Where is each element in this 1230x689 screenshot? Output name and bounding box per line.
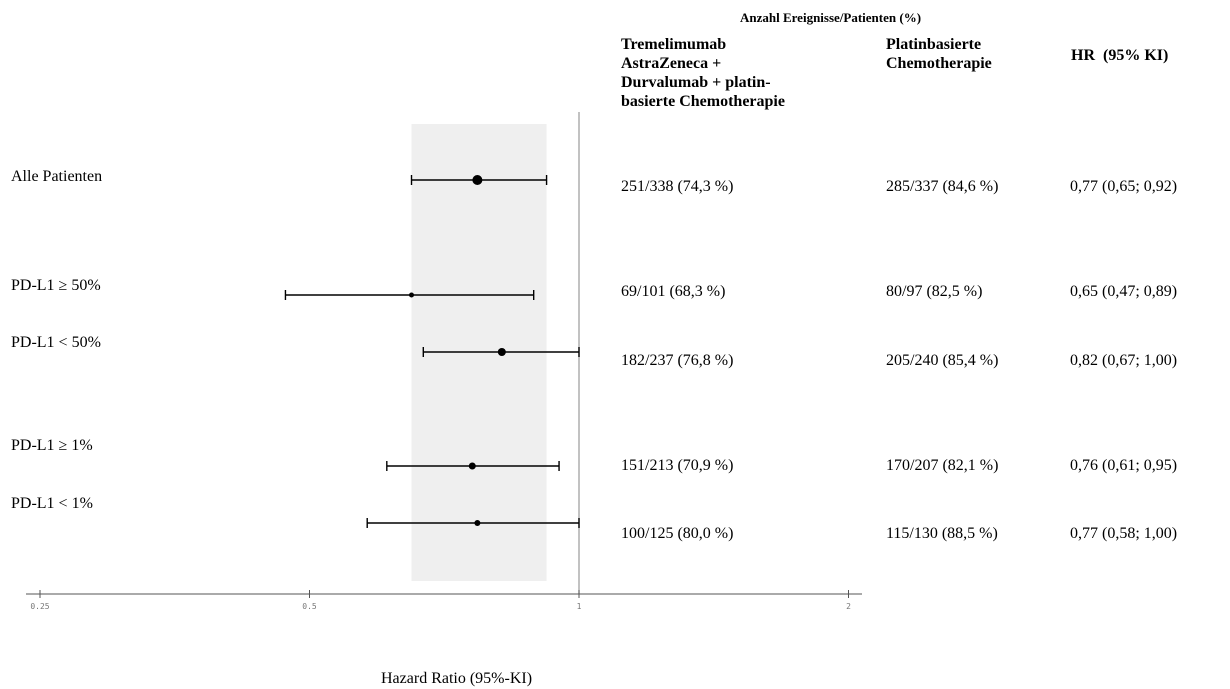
control-value: 205/240 (85,4 %) [886,352,999,369]
control-column-header: Platinbasierte Chemotherapie [886,35,992,73]
hr-point [497,348,506,356]
hr-point [468,462,476,470]
row-label: PD-L1 < 1% [11,495,93,512]
x-tick-label: 0.5 [302,602,317,611]
hr-point [474,520,481,526]
hr-point [409,292,415,298]
row-label: Alle Patienten [11,168,103,185]
row-label: PD-L1 < 50% [11,334,101,351]
hr-value: 0,65 (0,47; 0,89) [1070,283,1178,300]
control-value: 285/337 (84,6 %) [886,178,999,195]
row-label: PD-L1 ≥ 1% [11,437,93,454]
x-tick-label: 1 [577,602,582,611]
treatment-value: 182/237 (76,8 %) [621,352,734,369]
x-tick-label: 0.25 [30,602,49,611]
x-axis-label: Hazard Ratio (95%-KI) [381,670,533,687]
control-value: 170/207 (82,1 %) [886,457,999,474]
treatment-value: 100/125 (80,0 %) [621,525,734,542]
treatment-header-line: basierte Chemotherapie [621,93,785,110]
control-header-line: Chemotherapie [886,55,992,72]
treatment-value: 151/213 (70,9 %) [621,457,734,474]
treatment-value: 69/101 (68,3 %) [621,283,726,300]
treatment-value: 251/338 (74,3 %) [621,178,734,195]
control-value: 115/130 (88,5 %) [886,525,998,542]
hr-value: 0,77 (0,58; 1,00) [1070,525,1178,542]
treatment-column-header: Tremelimumab AstraZeneca + Durvalumab + … [621,35,785,111]
control-header-line: Platinbasierte [886,36,982,53]
hr-column-header: HR (95% KI) [1071,47,1169,64]
treatment-header-line: Tremelimumab [621,36,727,53]
hr-value: 0,76 (0,61; 0,95) [1070,457,1178,474]
hr-value: 0,82 (0,67; 1,00) [1070,352,1178,369]
control-value: 80/97 (82,5 %) [886,283,983,300]
treatment-header-line: AstraZeneca + [621,55,722,72]
hr-point [472,175,483,185]
column-group-header: Anzahl Ereignisse/Patienten (%) [740,10,922,25]
hr-value: 0,77 (0,65; 0,92) [1070,178,1178,195]
row-label: PD-L1 ≥ 50% [11,277,101,294]
treatment-header-line: Durvalumab + platin- [621,74,771,91]
x-tick-label: 2 [846,602,851,611]
